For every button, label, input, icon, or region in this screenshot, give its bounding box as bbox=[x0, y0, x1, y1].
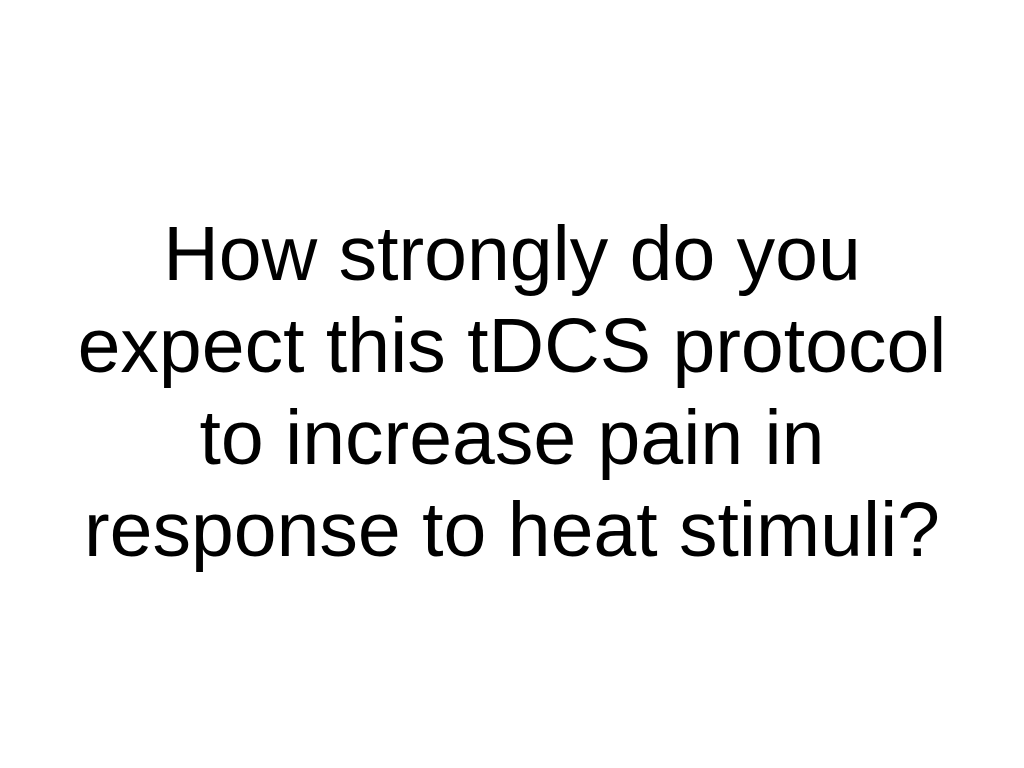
question-prompt: How strongly do you expect this tDCS pro… bbox=[40, 208, 984, 576]
question-line-2: expect this tDCS protocol bbox=[77, 303, 947, 389]
question-line-3: to increase pain in bbox=[199, 395, 825, 481]
question-line-1: How strongly do you bbox=[163, 211, 861, 297]
question-line-4: response to heat stimuli? bbox=[83, 487, 941, 573]
